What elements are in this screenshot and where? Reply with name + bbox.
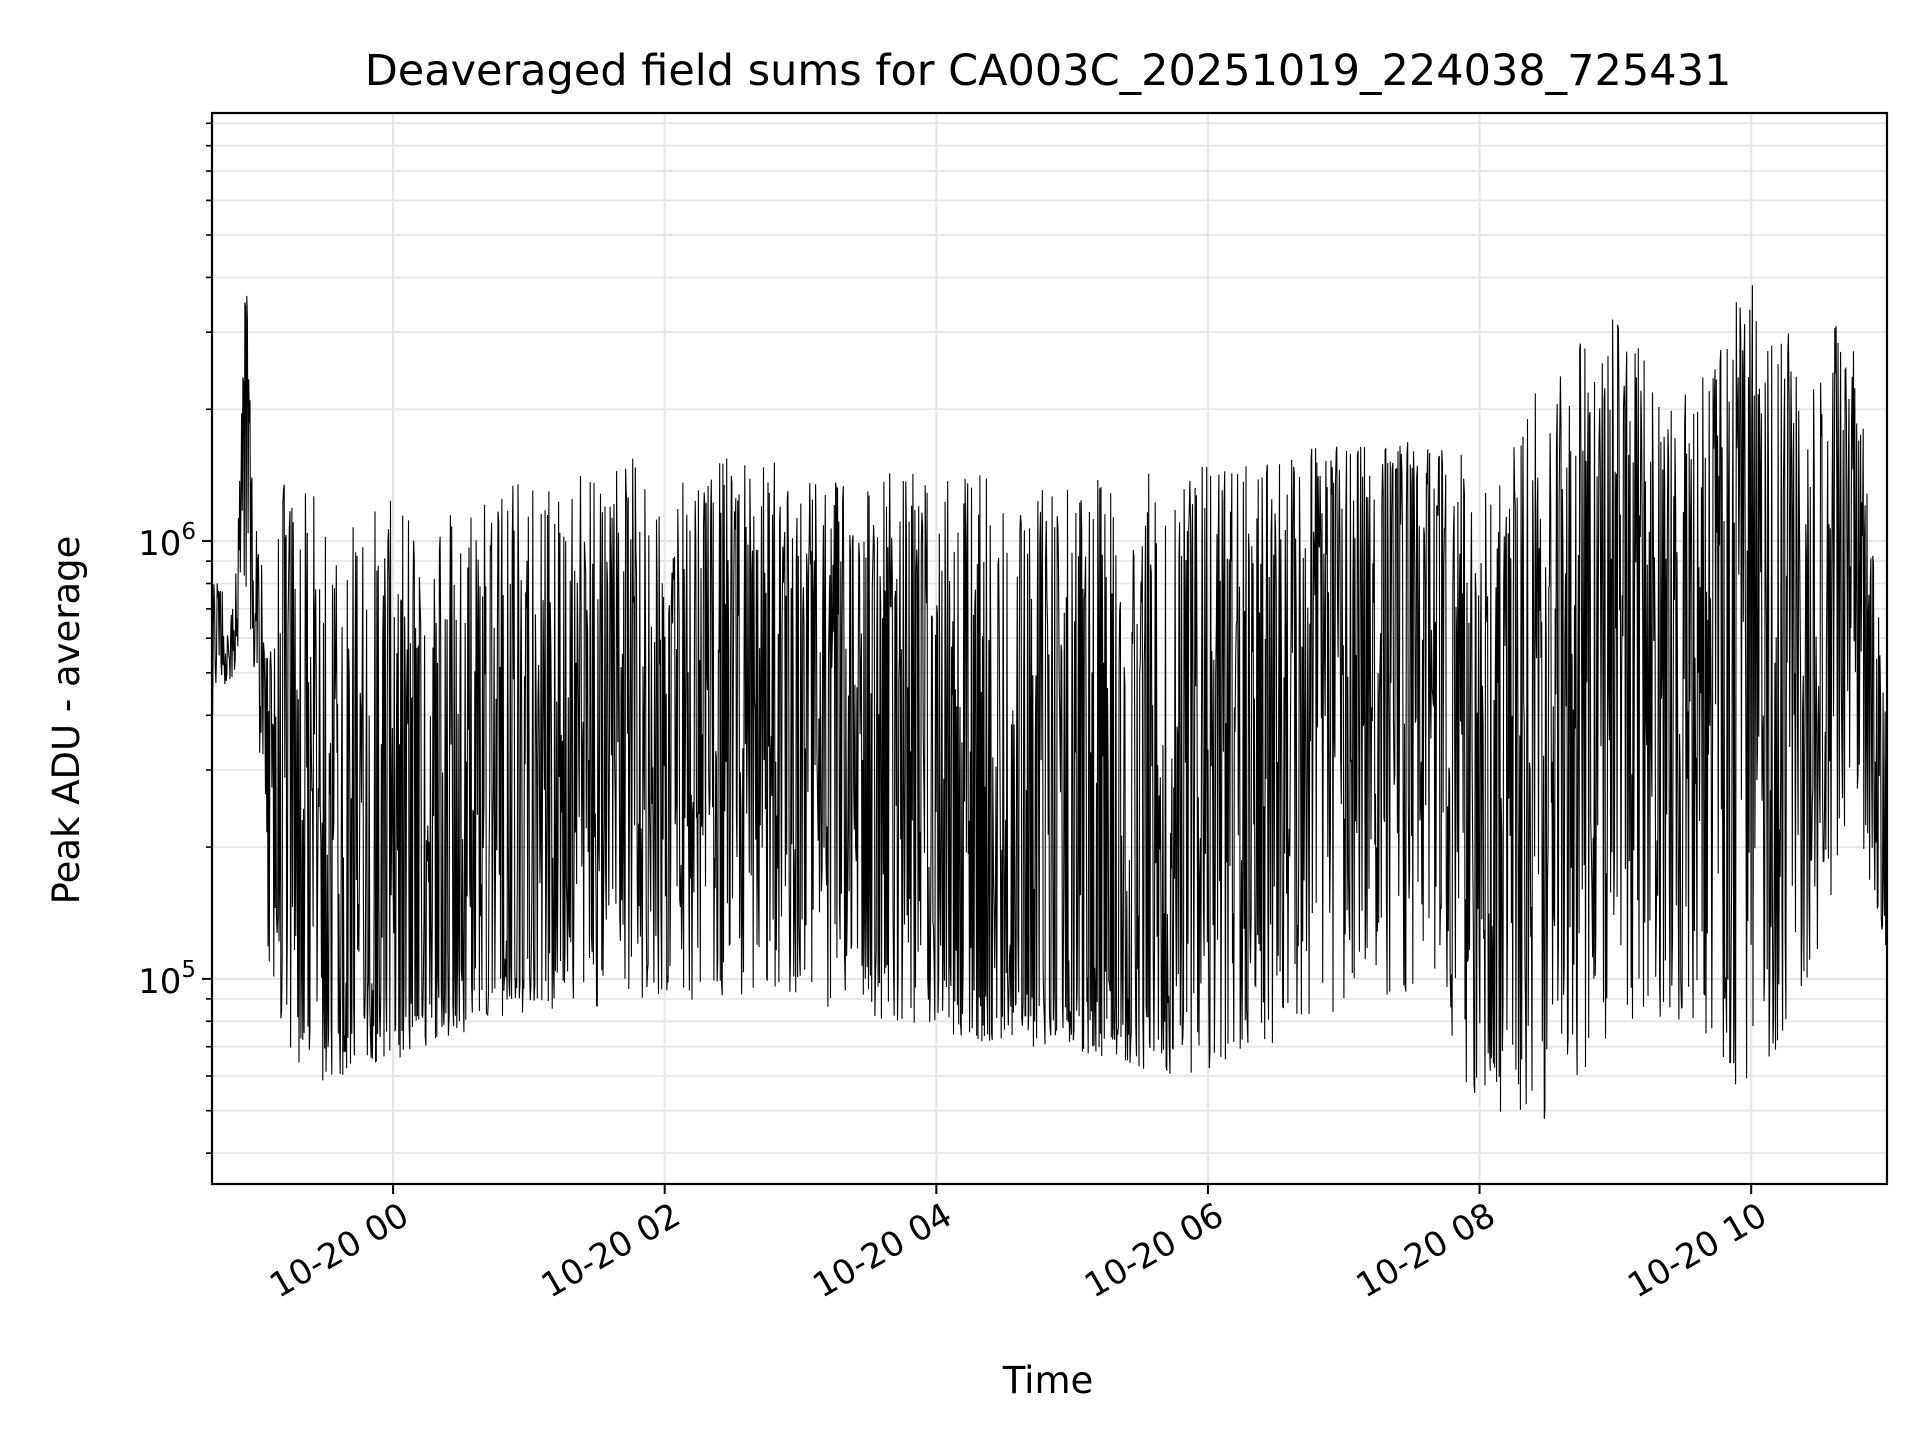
y-axis-label: Peak ADU - average bbox=[45, 536, 88, 905]
axes-border bbox=[210, 111, 1889, 1186]
axes-frame bbox=[210, 111, 1889, 1186]
y-tick-label: 105 bbox=[138, 957, 196, 1002]
y-tick-label-exponent: 6 bbox=[181, 519, 196, 545]
chart-title: Deaveraged field sums for CA003C_2025101… bbox=[365, 46, 1732, 96]
plot-area bbox=[212, 285, 1887, 1119]
y-tick-label-base: 10 bbox=[138, 524, 181, 564]
y-tick-label: 106 bbox=[138, 519, 196, 564]
series-line bbox=[212, 285, 1887, 1119]
y-tick-label-exponent: 5 bbox=[181, 957, 196, 983]
y-tick-label-base: 10 bbox=[138, 962, 181, 1002]
x-axis-label: Time bbox=[1002, 1359, 1094, 1402]
